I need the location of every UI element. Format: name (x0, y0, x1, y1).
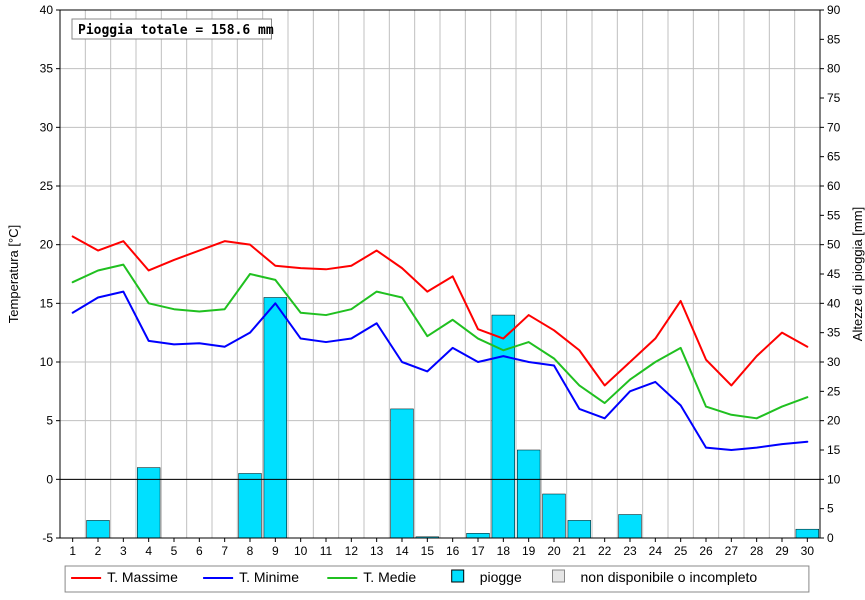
ytick-right-label: 85 (827, 32, 841, 46)
legend-na-sample (553, 570, 565, 582)
xtick-label: 5 (171, 544, 178, 558)
ytick-left-label: 15 (40, 296, 54, 310)
xtick-label: 3 (120, 544, 127, 558)
xtick-label: 20 (547, 544, 561, 558)
bar (137, 468, 160, 538)
ytick-right-label: 0 (827, 531, 834, 545)
xtick-label: 28 (750, 544, 764, 558)
bar (467, 533, 490, 538)
y-left-axis-label: Temperatura [°C] (6, 225, 21, 323)
ytick-left-label: 10 (40, 355, 54, 369)
xtick-label: 27 (725, 544, 739, 558)
bar (796, 529, 819, 538)
xtick-label: 19 (522, 544, 536, 558)
xtick-label: 1 (69, 544, 76, 558)
bar (239, 473, 262, 538)
xtick-label: 15 (421, 544, 435, 558)
ytick-right-label: 75 (827, 91, 841, 105)
ytick-right-label: 70 (827, 120, 841, 134)
ytick-right-label: 60 (827, 179, 841, 193)
xtick-label: 13 (370, 544, 384, 558)
xtick-label: 17 (471, 544, 485, 558)
legend-piogge-label: piogge (480, 569, 522, 585)
ytick-right-label: 10 (827, 472, 841, 486)
ytick-right-label: 25 (827, 384, 841, 398)
xtick-label: 14 (395, 544, 409, 558)
legend-piogge-sample (452, 570, 464, 582)
legend-t-massime-label: T. Massime (107, 569, 178, 585)
ytick-right-label: 35 (827, 326, 841, 340)
ytick-right-label: 30 (827, 355, 841, 369)
ytick-left-label: 20 (40, 238, 54, 252)
chart-container: -505101520253035400510152025303540455055… (0, 0, 865, 600)
ytick-right-label: 65 (827, 150, 841, 164)
bar (391, 409, 414, 538)
ytick-right-label: 5 (827, 502, 834, 516)
xtick-label: 2 (95, 544, 102, 558)
ytick-right-label: 80 (827, 62, 841, 76)
ytick-left-label: -5 (42, 531, 53, 545)
ytick-right-label: 40 (827, 296, 841, 310)
y-right-axis-label: Altezze di pioggia [mm] (850, 207, 865, 341)
legend-t-medie-label: T. Medie (363, 569, 416, 585)
xtick-label: 11 (320, 544, 333, 558)
ytick-right-label: 50 (827, 238, 841, 252)
ytick-right-label: 55 (827, 208, 841, 222)
bar (264, 297, 287, 538)
xtick-label: 7 (221, 544, 228, 558)
xtick-label: 12 (345, 544, 359, 558)
legend-na-label: non disponibile o incompleto (581, 569, 758, 585)
xtick-label: 8 (247, 544, 254, 558)
ytick-left-label: 35 (40, 62, 54, 76)
ytick-left-label: 5 (46, 414, 53, 428)
bar (568, 520, 591, 538)
annotation-text: Pioggia totale = 158.6 mm (78, 23, 274, 38)
xtick-label: 4 (145, 544, 152, 558)
ytick-right-label: 15 (827, 443, 841, 457)
ytick-left-label: 25 (40, 179, 54, 193)
xtick-label: 25 (674, 544, 688, 558)
xtick-label: 26 (699, 544, 713, 558)
xtick-label: 30 (801, 544, 815, 558)
xtick-label: 18 (497, 544, 511, 558)
xtick-label: 21 (573, 544, 587, 558)
bar (87, 520, 110, 538)
xtick-label: 10 (294, 544, 308, 558)
xtick-label: 22 (598, 544, 612, 558)
xtick-label: 24 (649, 544, 663, 558)
xtick-label: 9 (272, 544, 279, 558)
ytick-left-label: 40 (40, 3, 54, 17)
legend-t-minime-label: T. Minime (239, 569, 299, 585)
bar (619, 515, 642, 538)
xtick-label: 29 (775, 544, 789, 558)
xtick-label: 16 (446, 544, 460, 558)
bar (517, 450, 540, 538)
ytick-right-label: 90 (827, 3, 841, 17)
ytick-right-label: 20 (827, 414, 841, 428)
xtick-label: 6 (196, 544, 203, 558)
ytick-left-label: 0 (46, 472, 53, 486)
xtick-label: 23 (623, 544, 637, 558)
ytick-left-label: 30 (40, 120, 54, 134)
ytick-right-label: 45 (827, 267, 841, 281)
bar (543, 494, 566, 538)
